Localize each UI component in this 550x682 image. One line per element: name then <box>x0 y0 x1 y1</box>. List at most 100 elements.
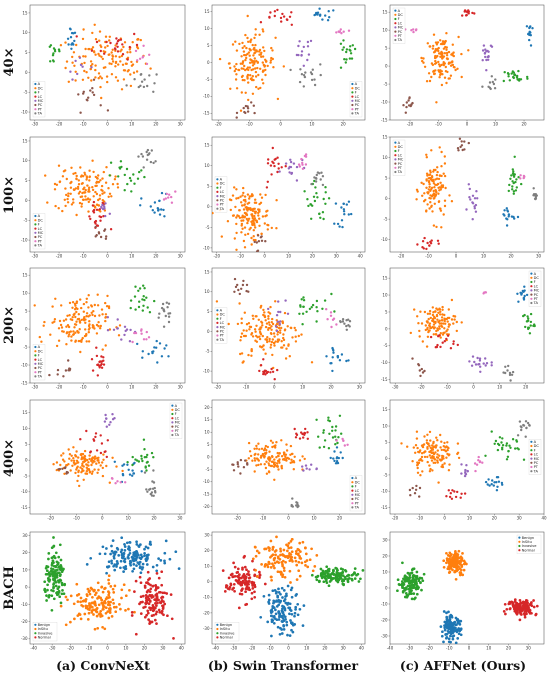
scatter-points <box>221 535 365 638</box>
x-tick-label: 10 <box>486 646 492 651</box>
point-f <box>322 217 325 221</box>
point-benign <box>103 552 107 556</box>
scatter-points <box>218 7 357 119</box>
point-insitu <box>287 546 291 550</box>
point-dc <box>238 302 241 305</box>
point-f <box>334 429 337 432</box>
point-insitu <box>69 620 72 624</box>
point-f <box>331 429 334 432</box>
y-tick-label: 10 <box>382 423 388 428</box>
point-dc <box>275 199 278 202</box>
y-tick-label: 20 <box>204 548 210 553</box>
point-dc <box>51 305 54 308</box>
point-dc <box>247 51 251 54</box>
point-dc <box>84 188 87 192</box>
point-f <box>125 167 129 171</box>
point-dc <box>433 186 436 189</box>
point-insitu <box>284 560 287 564</box>
point-insitu <box>274 553 277 557</box>
point-dc <box>435 101 438 104</box>
point-pt <box>162 198 166 201</box>
point-insitu <box>295 563 299 567</box>
point-f <box>312 195 316 198</box>
point-pc <box>404 111 407 114</box>
point-dc <box>279 329 282 332</box>
point-normal <box>247 570 250 573</box>
point-lc <box>103 52 106 55</box>
point-pt <box>164 197 167 200</box>
legend-label-f: F <box>534 280 536 284</box>
legend-marker-f <box>394 17 397 21</box>
point-insitu <box>107 582 111 585</box>
point-benign <box>281 620 284 624</box>
point-benign <box>270 634 273 638</box>
point-dc <box>426 335 430 338</box>
point-f <box>118 167 122 170</box>
point-ta <box>508 371 512 375</box>
point-lc <box>441 341 444 344</box>
point-mc <box>103 420 107 423</box>
legend-marker-dc <box>171 408 174 411</box>
point-benign <box>111 539 115 542</box>
point-f <box>134 285 137 288</box>
y-tick-label: 15 <box>382 10 388 15</box>
point-dc <box>280 465 283 469</box>
point-insitu <box>96 626 100 630</box>
point-dc <box>64 41 67 44</box>
point-dc <box>94 53 97 56</box>
point-f <box>501 444 505 447</box>
point-lc <box>290 11 293 14</box>
point-lc <box>264 369 268 373</box>
point-pc <box>411 486 414 490</box>
point-benign <box>282 628 286 631</box>
point-lc <box>422 247 425 250</box>
point-normal <box>134 579 138 583</box>
point-dc <box>271 338 274 341</box>
point-benign <box>146 546 150 550</box>
point-dc <box>94 175 98 179</box>
point-dc <box>253 328 257 331</box>
point-benign <box>277 618 281 621</box>
point-invasive <box>339 574 343 577</box>
point-dc <box>229 208 232 212</box>
x-tick-label: 0 <box>287 646 290 651</box>
point-dc <box>261 28 264 31</box>
x-tick-label: 30 <box>178 254 184 259</box>
point-dc <box>67 325 71 329</box>
point-dc <box>446 320 449 323</box>
point-dc <box>273 445 276 448</box>
y-tick-label: 10 <box>22 291 28 296</box>
point-invasive <box>50 608 54 612</box>
point-benign <box>289 588 293 592</box>
y-tick-label: 15 <box>382 407 388 412</box>
y-tick-label: -5 <box>384 472 388 477</box>
point-dc <box>66 197 69 201</box>
point-dc <box>63 198 66 201</box>
point-dc <box>446 448 449 452</box>
point-f <box>146 453 149 457</box>
point-dc <box>242 186 245 190</box>
point-dc <box>456 442 460 445</box>
point-normal <box>157 576 161 580</box>
point-dc <box>93 51 96 54</box>
point-invasive <box>47 571 51 574</box>
point-dc <box>266 336 269 339</box>
point-dc <box>452 322 455 325</box>
point-lc <box>448 495 452 499</box>
point-invasive <box>322 580 326 584</box>
legend-marker-pc <box>530 293 533 296</box>
point-dc <box>426 455 429 459</box>
point-pc <box>94 235 97 238</box>
point-f <box>528 332 532 335</box>
point-dc <box>104 66 107 69</box>
point-pc <box>92 78 96 81</box>
point-a <box>488 484 491 487</box>
point-a <box>339 451 342 454</box>
point-dc <box>269 61 272 64</box>
point-dc <box>88 326 91 330</box>
point-lc <box>426 241 429 245</box>
point-dc <box>117 63 120 66</box>
